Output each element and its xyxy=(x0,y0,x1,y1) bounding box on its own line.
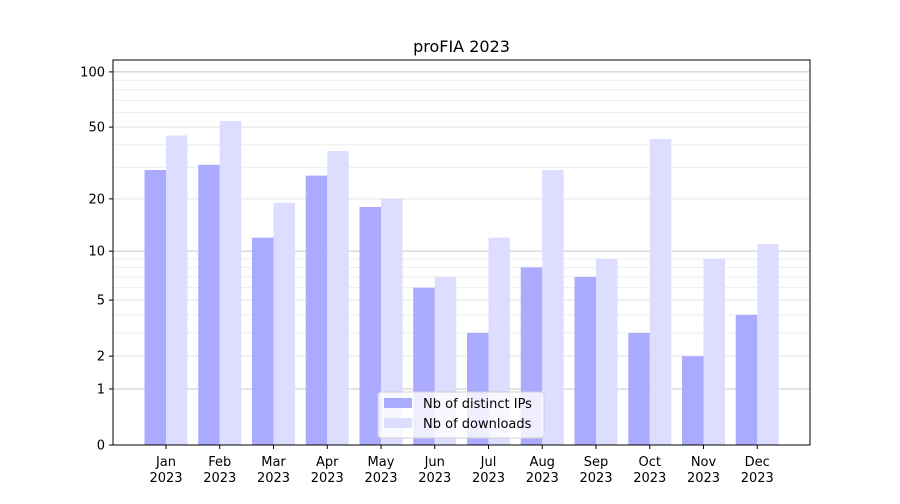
x-tick-label-year: 2023 xyxy=(526,471,559,486)
x-tick-label-month: Apr xyxy=(316,455,339,470)
bar-distinct-ips xyxy=(305,175,328,445)
x-tick-label-month: May xyxy=(368,455,395,470)
x-tick-label-year: 2023 xyxy=(364,471,397,486)
x-tick-label-year: 2023 xyxy=(418,471,451,486)
x-tick-label-month: Feb xyxy=(208,455,231,470)
bar-downloads xyxy=(757,244,779,445)
y-tick-label: 0 xyxy=(97,439,105,454)
legend-swatch xyxy=(384,398,412,408)
y-tick-label: 100 xyxy=(80,65,105,80)
y-tick-label: 5 xyxy=(97,294,105,309)
x-tick-label-year: 2023 xyxy=(257,471,290,486)
x-tick-label-month: Nov xyxy=(691,455,717,470)
bar-downloads xyxy=(381,198,403,445)
bar-distinct-ips xyxy=(252,237,274,445)
bar-downloads xyxy=(166,135,188,445)
x-axis: Jan2023Feb2023Mar2023Apr2023May2023Jun20… xyxy=(149,445,774,486)
legend-label: Nb of distinct IPs xyxy=(423,397,532,412)
bar-distinct-ips xyxy=(144,170,166,445)
bar-downloads xyxy=(273,202,295,445)
x-tick-label-year: 2023 xyxy=(579,471,612,486)
legend-swatch xyxy=(384,418,412,428)
legend-box xyxy=(377,391,545,439)
y-tick-label: 50 xyxy=(88,121,105,136)
x-tick-label-year: 2023 xyxy=(149,471,182,486)
x-tick-label-month: Mar xyxy=(261,455,286,470)
x-tick-label-month: Oct xyxy=(639,455,661,470)
bar-distinct-ips xyxy=(198,164,220,445)
bar-downloads xyxy=(327,150,349,445)
x-tick-label-month: Sep xyxy=(584,455,609,470)
bar-distinct-ips xyxy=(628,332,650,445)
x-tick-label-year: 2023 xyxy=(472,471,505,486)
bar-downloads xyxy=(649,139,672,446)
bar-distinct-ips xyxy=(359,206,381,445)
x-tick-label-year: 2023 xyxy=(311,471,344,486)
x-tick-label-year: 2023 xyxy=(741,471,774,486)
x-tick-label-month: Aug xyxy=(530,455,555,470)
y-tick-label: 2 xyxy=(97,350,105,365)
bar-distinct-ips xyxy=(735,314,758,445)
y-tick-label: 20 xyxy=(88,192,105,207)
x-tick-label-month: Jun xyxy=(424,455,445,470)
chart-title: proFIA 2023 xyxy=(413,37,510,56)
bar-distinct-ips xyxy=(682,356,704,445)
bar-downloads xyxy=(219,121,242,446)
legend: Nb of distinct IPs Nb of downloads xyxy=(377,391,545,439)
x-tick-label-year: 2023 xyxy=(687,471,720,486)
bar-downloads xyxy=(542,170,564,445)
legend-label: Nb of downloads xyxy=(423,417,532,432)
x-tick-label-month: Jan xyxy=(155,455,176,470)
y-axis: 0 1 2 5 10 20 50 100 xyxy=(80,65,113,454)
bar-distinct-ips xyxy=(574,276,596,445)
bars xyxy=(144,121,779,446)
x-tick-label-year: 2023 xyxy=(203,471,236,486)
x-tick-label-month: Dec xyxy=(745,455,770,470)
y-tick-label: 1 xyxy=(97,382,105,397)
x-tick-label-year: 2023 xyxy=(633,471,666,486)
bar-downloads xyxy=(596,258,618,445)
x-tick-label-month: Jul xyxy=(480,455,497,470)
plot-frame xyxy=(112,59,811,446)
bar-downloads xyxy=(703,258,725,445)
y-tick-label: 10 xyxy=(88,245,105,260)
